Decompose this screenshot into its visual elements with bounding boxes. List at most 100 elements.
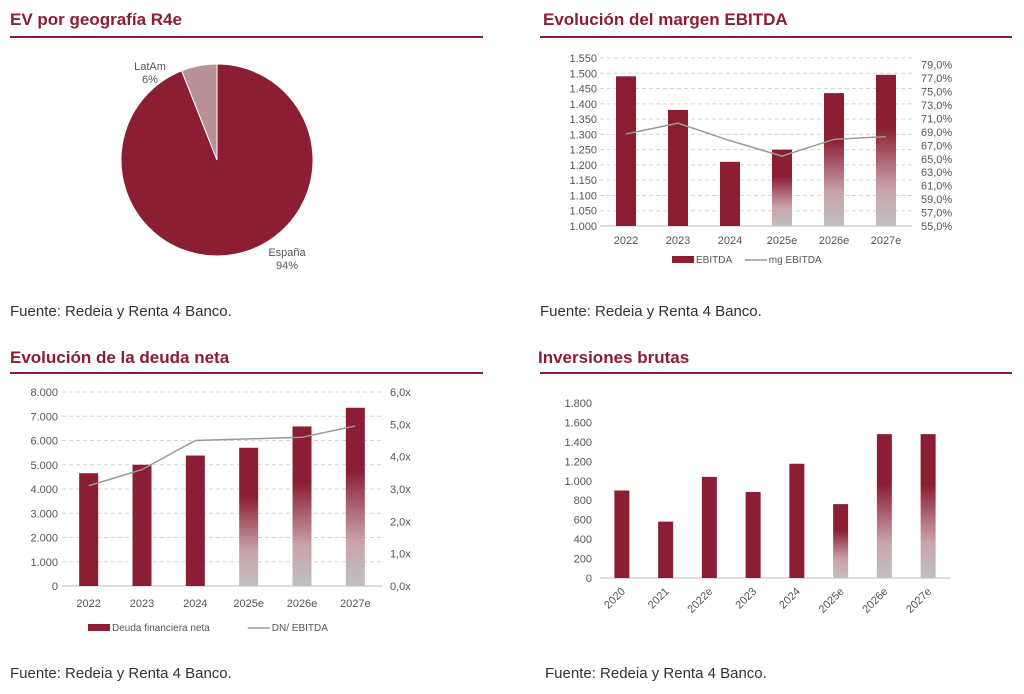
y-tick-label: 1.800 bbox=[564, 398, 592, 410]
legend-swatch-bar bbox=[672, 256, 694, 263]
y2-tick-label: 69,0% bbox=[921, 127, 952, 139]
pie-label-pct: 6% bbox=[142, 74, 158, 86]
y-tick-label: 2.000 bbox=[30, 533, 58, 545]
y-tick-label: 1.000 bbox=[569, 221, 597, 233]
y-tick-label: 1.100 bbox=[569, 190, 597, 202]
pie-label-name: España bbox=[268, 247, 306, 259]
y-tick-label: 1.250 bbox=[569, 145, 597, 157]
y-tick-label: 1.150 bbox=[569, 175, 597, 187]
bar-2024 bbox=[720, 161, 740, 226]
bar-2020 bbox=[614, 490, 630, 578]
y-tick-label: 1.300 bbox=[569, 129, 597, 141]
y-tick-label: 1.600 bbox=[564, 417, 592, 429]
x-tick-label: 2027e bbox=[340, 598, 371, 610]
pie-label-pct: 94% bbox=[276, 260, 298, 272]
y-tick-label: 800 bbox=[574, 495, 592, 507]
bar-2025e bbox=[833, 504, 849, 578]
y-tick-label: 4.000 bbox=[30, 484, 58, 496]
y-tick-label: 200 bbox=[574, 554, 592, 566]
y2-tick-label: 65,0% bbox=[921, 154, 952, 166]
y-tick-label: 1.400 bbox=[564, 437, 592, 449]
chart-source: Fuente: Redeia y Renta 4 Banco. bbox=[10, 665, 232, 682]
bar-2025e bbox=[772, 149, 792, 226]
bar-2026e bbox=[292, 426, 312, 586]
series-line-mg-ebitda bbox=[625, 122, 887, 157]
chart-panel-1: EV por geografía R4e Fuente: Redeia y Ren… bbox=[10, 10, 483, 320]
y2-tick-label: 1,0x bbox=[390, 549, 411, 561]
y2-tick-label: 3,0x bbox=[390, 484, 411, 496]
chart-title: EV por geografía R4e bbox=[10, 10, 182, 29]
y2-tick-label: 61,0% bbox=[921, 181, 952, 193]
y-tick-label: 1.200 bbox=[564, 456, 592, 468]
y-tick-label: 1.450 bbox=[569, 84, 597, 96]
x-tick-label: 2020 bbox=[602, 586, 628, 612]
y2-tick-label: 57,0% bbox=[921, 208, 952, 220]
bar-2022 bbox=[79, 473, 99, 586]
bar-2023 bbox=[668, 109, 688, 226]
y2-tick-label: 6,0x bbox=[390, 387, 411, 399]
bar-2025e bbox=[239, 447, 259, 586]
x-tick-label: 2022e bbox=[685, 586, 715, 616]
chart-source: Fuente: Redeia y Renta 4 Banco. bbox=[10, 303, 232, 320]
y2-tick-label: 63,0% bbox=[921, 167, 952, 179]
bar-2023 bbox=[132, 464, 152, 586]
x-tick-label: 2026e bbox=[860, 586, 890, 616]
chart-source: Fuente: Redeia y Renta 4 Banco. bbox=[540, 303, 762, 320]
y2-tick-label: 0,0x bbox=[390, 581, 411, 593]
x-tick-label: 2027e bbox=[904, 586, 934, 616]
bar-2024 bbox=[185, 455, 205, 586]
y-tick-label: 1.400 bbox=[569, 99, 597, 111]
x-tick-label: 2026e bbox=[287, 598, 318, 610]
y-tick-label: 600 bbox=[574, 515, 592, 527]
pie-slice-latam bbox=[181, 63, 218, 161]
x-tick-label: 2021 bbox=[646, 586, 672, 612]
bar-2024 bbox=[789, 463, 805, 578]
y2-tick-label: 5,0x bbox=[390, 419, 411, 431]
chart-source: Fuente: Redeia y Renta 4 Banco. bbox=[545, 665, 767, 682]
y-tick-label: 6.000 bbox=[30, 436, 58, 448]
bar-2022e bbox=[701, 476, 717, 578]
x-tick-label: 2025e bbox=[767, 235, 798, 247]
x-tick-label: 2026e bbox=[819, 235, 850, 247]
y2-tick-label: 75,0% bbox=[921, 87, 952, 99]
y-tick-label: 1.000 bbox=[564, 476, 592, 488]
y-tick-label: 5.000 bbox=[30, 460, 58, 472]
y2-tick-label: 55,0% bbox=[921, 221, 952, 233]
x-tick-label: 2023 bbox=[666, 235, 690, 247]
y-tick-label: 7.000 bbox=[30, 411, 58, 423]
y-tick-label: 1.050 bbox=[569, 206, 597, 218]
y2-tick-label: 73,0% bbox=[921, 100, 952, 112]
pie-label-name: LatAm bbox=[134, 61, 166, 73]
series-line-dn-ebitda bbox=[88, 425, 356, 487]
legend-label: DN/ EBITDA bbox=[272, 623, 328, 634]
x-tick-label: 2022 bbox=[614, 235, 638, 247]
x-tick-label: 2024 bbox=[183, 598, 207, 610]
legend-label: Deuda financiera neta bbox=[112, 623, 210, 634]
y-tick-label: 1.000 bbox=[30, 557, 58, 569]
chart-title: Evolución del margen EBITDA bbox=[543, 10, 788, 29]
x-tick-label: 2024 bbox=[777, 586, 803, 612]
x-tick-label: 2023 bbox=[733, 586, 759, 612]
legend-label: EBITDA bbox=[696, 255, 732, 266]
legend-label: mg EBITDA bbox=[769, 255, 822, 266]
bar-2026e bbox=[824, 93, 844, 226]
y2-tick-label: 2,0x bbox=[390, 516, 411, 528]
y-tick-label: 1.500 bbox=[569, 68, 597, 80]
y-tick-label: 1.200 bbox=[569, 160, 597, 172]
y2-tick-label: 79,0% bbox=[921, 60, 952, 72]
y2-tick-label: 4,0x bbox=[390, 452, 411, 464]
legend-swatch-bar bbox=[88, 624, 110, 631]
y2-tick-label: 59,0% bbox=[921, 194, 952, 206]
y-tick-label: 400 bbox=[574, 534, 592, 546]
bar-2023 bbox=[745, 491, 761, 578]
chart-panel-2: Evolución del margen EBITDA Fuente: Redei… bbox=[540, 10, 1012, 320]
chart-panel-3: Evolución de la deuda neta Fuente: Redeia… bbox=[10, 348, 483, 682]
bar-2027e bbox=[920, 434, 936, 578]
x-tick-label: 2027e bbox=[871, 235, 902, 247]
x-tick-label: 2025e bbox=[233, 598, 264, 610]
x-tick-label: 2024 bbox=[718, 235, 742, 247]
y-tick-label: 3.000 bbox=[30, 508, 58, 520]
x-tick-label: 2022 bbox=[76, 598, 100, 610]
bar-2022 bbox=[616, 76, 636, 226]
y-tick-label: 0 bbox=[52, 581, 58, 593]
